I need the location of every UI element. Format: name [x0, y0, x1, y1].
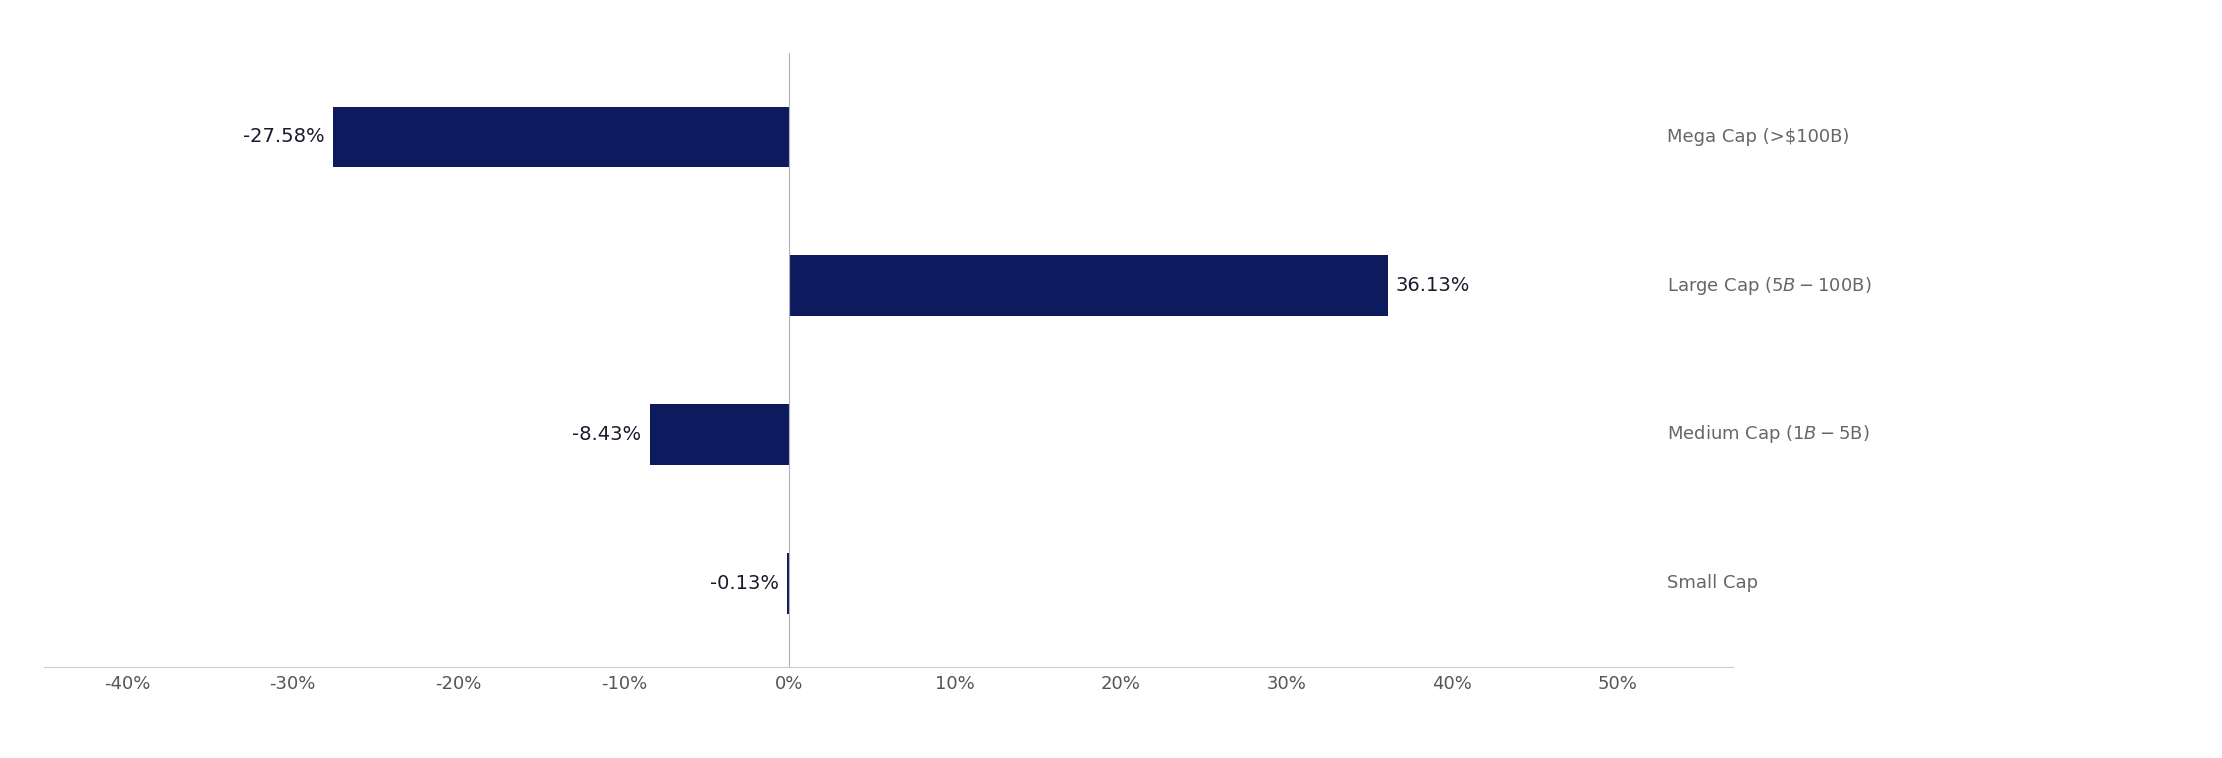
Bar — [789, 255, 1387, 316]
Text: Mega Cap (>$100B): Mega Cap (>$100B) — [1666, 128, 1849, 146]
Text: -27.58%: -27.58% — [242, 127, 324, 146]
Text: 36.13%: 36.13% — [1395, 276, 1471, 295]
Text: Medium Cap ($1B - $5B): Medium Cap ($1B - $5B) — [1666, 424, 1869, 446]
Text: -0.13%: -0.13% — [711, 574, 780, 593]
Text: -8.43%: -8.43% — [573, 425, 642, 444]
Bar — [649, 404, 789, 465]
Text: Large Cap ($5B - $100B): Large Cap ($5B - $100B) — [1666, 274, 1871, 296]
Bar — [333, 107, 789, 167]
Text: Small Cap: Small Cap — [1666, 575, 1758, 592]
